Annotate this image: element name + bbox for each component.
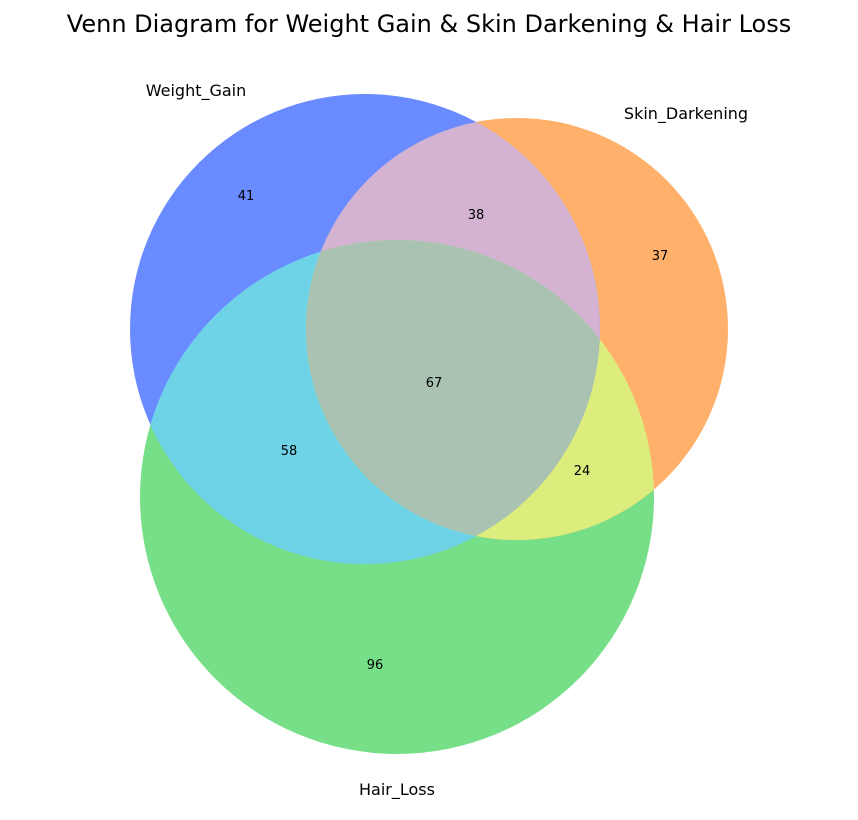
region-all-three <box>306 240 600 540</box>
count-hair-loss-only: 96 <box>367 658 384 673</box>
label-weight-gain: Weight_Gain <box>146 81 247 101</box>
count-skin-darkening-hair-loss: 24 <box>574 464 591 479</box>
count-weight-gain-skin-darkening: 38 <box>468 208 485 223</box>
count-weight-gain-only: 41 <box>238 189 255 204</box>
count-all-three: 67 <box>426 376 443 391</box>
label-hair-loss: Hair_Loss <box>359 780 435 800</box>
diagram-title: Venn Diagram for Weight Gain & Skin Dark… <box>67 10 791 38</box>
count-skin-darkening-only: 37 <box>652 249 669 264</box>
label-skin-darkening: Skin_Darkening <box>624 104 748 124</box>
count-weight-gain-hair-loss: 58 <box>281 444 298 459</box>
